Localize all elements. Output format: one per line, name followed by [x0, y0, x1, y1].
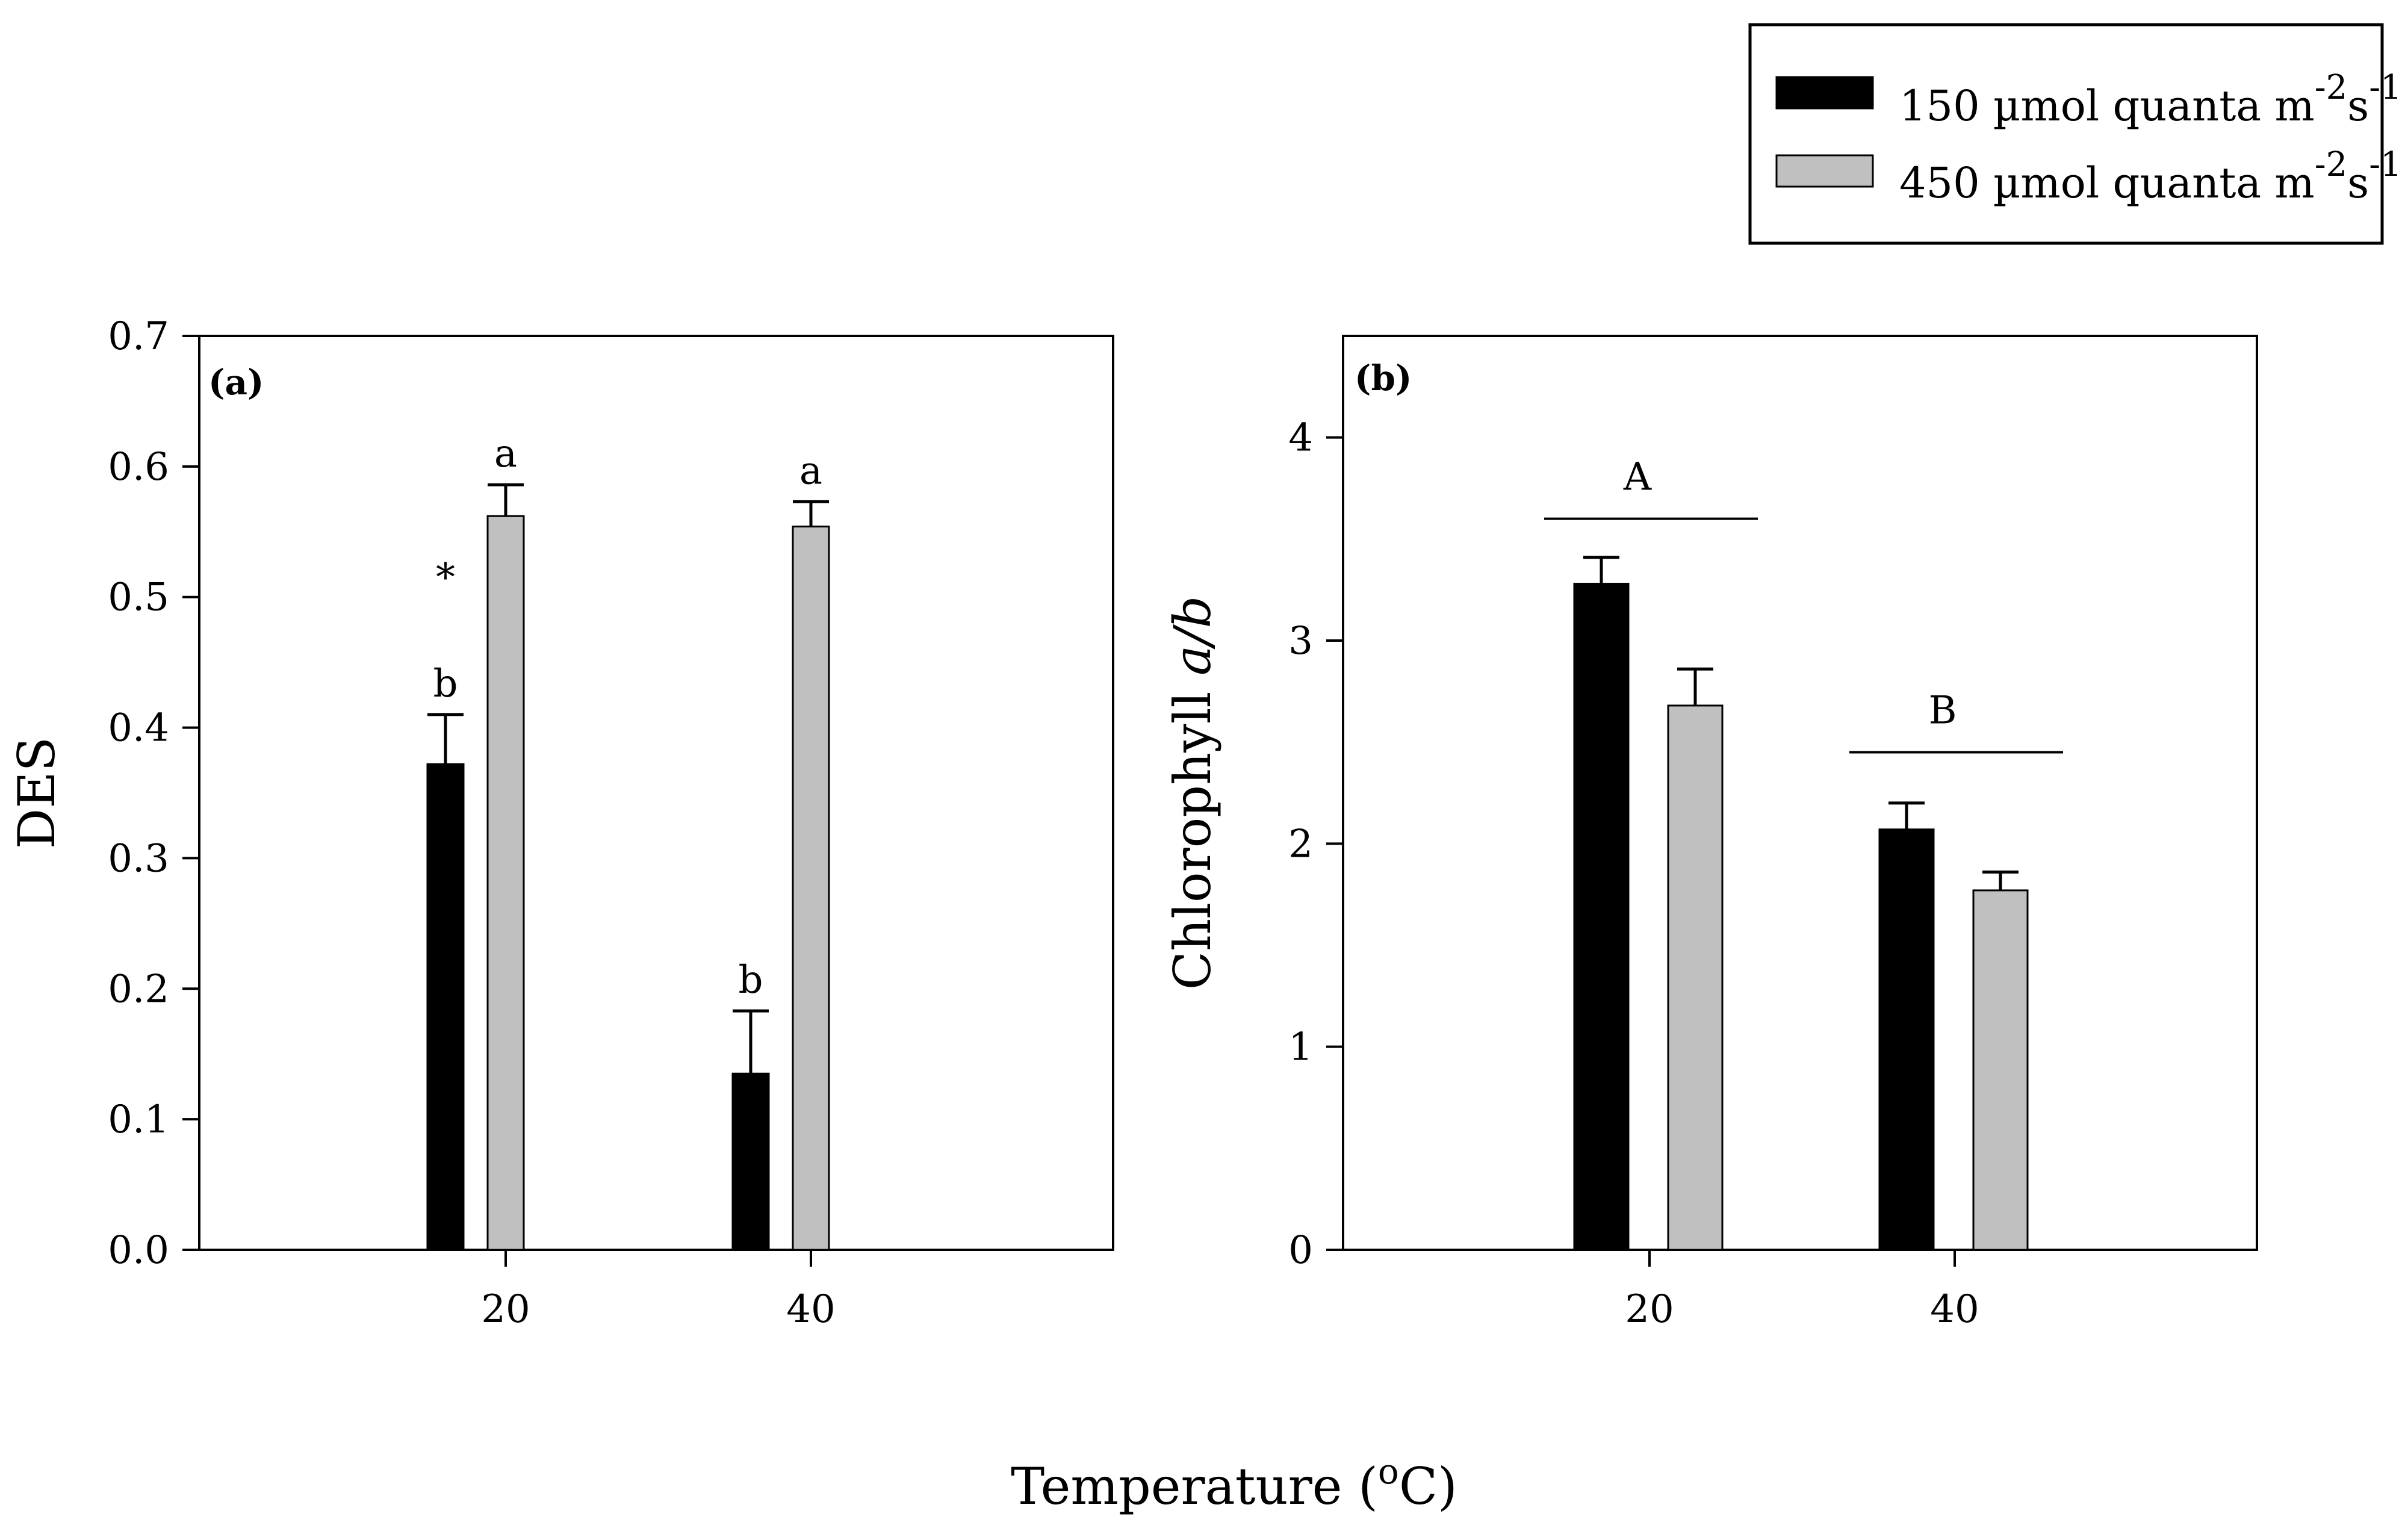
panel-a-bar-s0-20: [426, 763, 465, 1251]
shared-xlabel: Temperature (oC): [1011, 1451, 1457, 1516]
panel-a-frame: [198, 335, 1114, 1251]
panel-b-ytick-label: 0: [1288, 1228, 1313, 1273]
panel-a-ytick-label: 0.0: [108, 1228, 169, 1273]
panel-b-ytick-label: 3: [1288, 619, 1313, 663]
panel-a: (a) DES 0.00.10.20.30.40.50.60.7 20 40 bb…: [7, 314, 1114, 1332]
panel-a-ytick-label: 0.7: [108, 314, 169, 359]
panel-b-ytick-label: 1: [1288, 1025, 1313, 1070]
legend-swatch-150: [1775, 76, 1874, 110]
legend: 150 µmol quanta m-2s-1 450 µmol quanta m…: [1748, 23, 2402, 245]
panel-a-xticks: 20 40: [481, 1250, 836, 1332]
panel-b-ylabel-prefix: Chlorophyll: [1163, 675, 1222, 990]
panel-b-bar-s1-20: [1667, 704, 1724, 1251]
panel-a-significance-letter: a: [494, 432, 517, 476]
panel-a-ytick-label: 0.5: [108, 576, 169, 620]
legend-150-prefix: 150 µmol quanta m: [1899, 81, 2315, 131]
legend-450-mid: s: [2347, 158, 2369, 208]
legend-label-450: 450 µmol quanta m-2s-1: [1899, 145, 2402, 208]
panel-a-ylabel: DES: [7, 737, 66, 849]
legend-450-sup2: -1: [2369, 145, 2402, 184]
panel-a-xtick-label: 40: [786, 1287, 835, 1332]
panel-b-xtick-label: 20: [1625, 1287, 1674, 1332]
panel-b-ylabel-italic: a/b: [1163, 596, 1222, 675]
legend-450-sup1: -2: [2315, 145, 2348, 184]
panel-a-bars: b b a a *: [426, 432, 830, 1251]
shared-xlabel-degree: o: [1378, 1451, 1399, 1492]
panel-b-frame: [1342, 335, 2258, 1251]
panel-b-bar-s0-20: [1573, 583, 1630, 1251]
panel-a-bar-s0-40: [731, 1072, 770, 1251]
panel-a-xtick-label: 20: [481, 1287, 530, 1332]
panel-b-bars: AB: [1544, 455, 2063, 1251]
legend-frame: [1748, 23, 2384, 245]
panel-b-ytick-label: 2: [1288, 822, 1313, 866]
legend-150-sup2: -1: [2369, 68, 2402, 107]
panel-a-significance-letter: b: [739, 958, 763, 1002]
panel-a-significance-letter: b: [433, 662, 458, 706]
panel-b-bar-s0-40: [1878, 828, 1935, 1251]
panel-b-xtick-label: 40: [1930, 1287, 1979, 1332]
panel-a-bar-s1-40: [792, 526, 830, 1251]
panel-a-ytick-label: 0.6: [108, 445, 169, 489]
shared-xlabel-end: C): [1399, 1457, 1457, 1516]
panel-b-xticks: 20 40: [1625, 1250, 1979, 1332]
panel-a-ytick-label: 0.1: [108, 1098, 169, 1142]
legend-150-mid: s: [2347, 81, 2369, 131]
panel-a-ytick-label: 0.3: [108, 836, 169, 881]
panel-a-bar-s1-20: [486, 515, 525, 1251]
panel-a-ytick-label: 0.4: [108, 706, 169, 751]
panel-a-yticks: 0.0 0.1 0.2 0.3 0.4 0.5 0.6 0.7: [108, 314, 199, 1273]
shared-xlabel-text: Temperature (: [1011, 1457, 1378, 1516]
panel-a-ytick-label: 0.2: [108, 967, 169, 1011]
panel-b-label: (b): [1355, 358, 1412, 399]
legend-swatch-450: [1775, 154, 1874, 188]
panel-b-bar-s1-40: [1972, 889, 2029, 1251]
panel-b-ytick-label: 4: [1288, 416, 1313, 461]
panel-a-asterisk-annotation: *: [436, 556, 455, 600]
panel-b-yticks: 0 1 2 3 4: [1288, 416, 1343, 1273]
panel-a-significance-letter: a: [799, 449, 822, 493]
panel-b-group-letter-B: B: [1928, 689, 1957, 733]
panel-a-label: (a): [208, 362, 264, 403]
panel-b-ylabel: Chlorophyll a/b: [1163, 596, 1222, 990]
legend-450-prefix: 450 µmol quanta m: [1899, 158, 2315, 208]
panel-b-group-letter-A: A: [1623, 455, 1652, 500]
legend-150-sup1: -2: [2315, 68, 2348, 107]
legend-label-150: 150 µmol quanta m-2s-1: [1899, 68, 2402, 131]
